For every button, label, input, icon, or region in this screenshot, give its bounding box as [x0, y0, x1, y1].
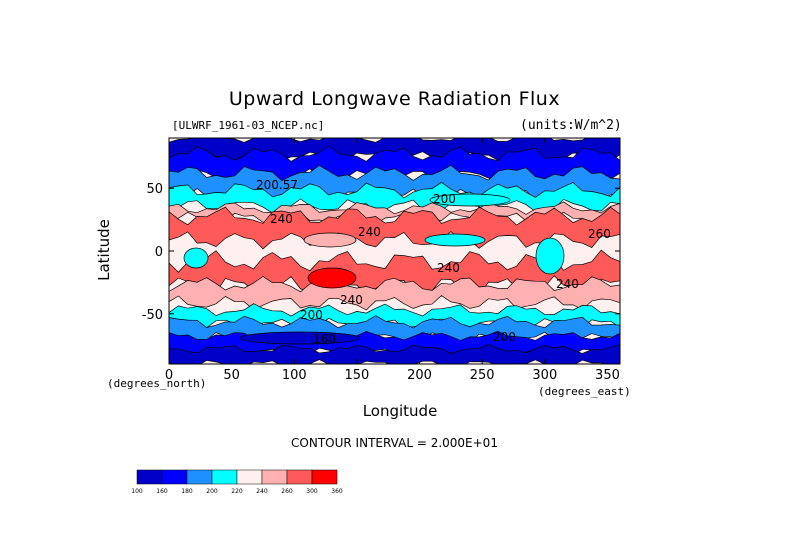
x-axis-unit-left: (degrees_north): [107, 377, 207, 390]
colorbar-tick-label: 180: [181, 488, 193, 495]
contour-label: 240: [437, 261, 460, 275]
contour-label: 240: [270, 212, 293, 226]
y-tick-label: 0: [155, 245, 163, 260]
blob-220-east: [535, 237, 565, 275]
blob-160-south: [239, 331, 361, 345]
colorbar-tick-label: 260: [281, 488, 293, 495]
contour-label: 200: [433, 192, 456, 206]
contour-label: 240: [556, 277, 579, 291]
colorbar: 100 160 180 200 220 240 260 300 360: [131, 469, 343, 495]
x-tick-label: 300: [532, 368, 557, 383]
colorbar-swatch: [311, 469, 338, 485]
contour-labels: 200.57 200 240 240 240 240 260 240 200 200 160: [256, 178, 611, 346]
band-160-south: [169, 344, 620, 364]
x-tick-label: 0: [165, 368, 173, 383]
y-axis: 50 0 -50: [142, 182, 620, 323]
file-name-label: [ULWRF_1961-03_NCEP.nc]: [172, 119, 325, 132]
contour-label: 240: [340, 293, 363, 307]
contour-label: 200: [300, 308, 323, 322]
x-axis: 0 50 100 150 200 250 300 350: [165, 138, 620, 383]
contour-label: 200: [493, 330, 516, 344]
x-tick-label: 200: [407, 368, 432, 383]
contour-label: 260: [588, 227, 611, 241]
colorbar-swatch: [261, 469, 288, 485]
x-tick-label: 150: [345, 368, 370, 383]
x-tick-label: 250: [470, 368, 495, 383]
colorbar-swatch: [236, 469, 263, 485]
colorbar-tick-label: 240: [256, 488, 268, 495]
x-tick-label: 350: [595, 368, 620, 383]
colorbar-swatch: [136, 469, 163, 485]
colorbar-tick-label: 300: [306, 488, 318, 495]
blob-300: [307, 267, 357, 289]
x-tick-label: 50: [223, 368, 240, 383]
colorbar-swatch: [161, 469, 188, 485]
units-label: (units:W/m^2): [520, 118, 622, 133]
colorbar-tick-label: 160: [156, 488, 168, 495]
blob-220-west: [183, 247, 209, 269]
y-tick-label: 50: [146, 182, 163, 197]
blob-220-central: [424, 233, 486, 247]
x-axis-unit-right: (degrees_east): [538, 385, 631, 398]
x-axis-label: Longitude: [362, 402, 438, 420]
colorbar-tick-label: 100: [131, 488, 143, 495]
colorbar-swatch: [286, 469, 313, 485]
colorbar-tick-label: 360: [331, 488, 343, 495]
contour-label: 200.57: [256, 178, 298, 192]
colorbar-swatch: [186, 469, 213, 485]
contour-label: 160: [313, 332, 336, 346]
band-260-north: [169, 201, 620, 225]
colorbar-swatch: [211, 469, 238, 485]
contour-label: 240: [358, 225, 381, 239]
chart-title: Upward Longwave Radiation Flux: [228, 88, 561, 110]
y-axis-label: Latitude: [95, 219, 113, 281]
x-tick-label: 100: [282, 368, 307, 383]
blob-220-upper: [429, 193, 511, 207]
plot-area: [169, 138, 620, 364]
colorbar-tick-label: 220: [231, 488, 243, 495]
blob-260-central: [303, 232, 357, 248]
colorbar-tick-label: 200: [206, 488, 218, 495]
y-tick-label: -50: [142, 308, 163, 323]
contour-interval-text: CONTOUR INTERVAL = 2.000E+01: [291, 436, 498, 450]
